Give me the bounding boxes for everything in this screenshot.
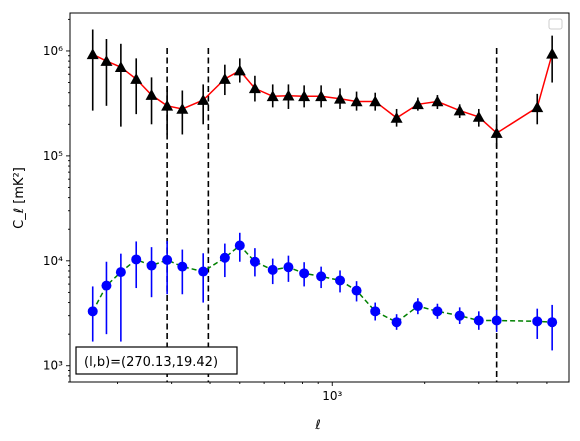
triangle-series-point xyxy=(411,98,424,110)
triangle-series-point xyxy=(453,104,466,116)
annotation-text: (l,b)=(270.13,19.42) xyxy=(84,355,218,370)
circle-series-line xyxy=(92,244,553,324)
circle-series-point xyxy=(316,271,327,282)
triangle-series-point xyxy=(114,61,127,73)
triangle-series-point xyxy=(334,92,347,104)
circle-series-point xyxy=(115,267,126,278)
triangle-series-point xyxy=(369,95,382,107)
y-tick-label: 10³ xyxy=(43,359,63,373)
y-tick-label: 10⁴ xyxy=(43,254,63,268)
circle-series-point xyxy=(391,317,402,328)
triangle-series-point xyxy=(130,73,143,84)
triangle-series-point xyxy=(176,102,189,114)
plot-area xyxy=(86,29,559,382)
triangle-series-point xyxy=(472,110,485,122)
legend-box xyxy=(548,18,563,30)
triangle-series-point xyxy=(298,90,311,102)
x-tick-label: 10³ xyxy=(322,389,342,403)
triangle-series-point xyxy=(431,95,444,107)
circle-series-point xyxy=(177,261,188,272)
circle-series-point xyxy=(532,316,543,327)
circle-series-point xyxy=(473,315,484,326)
triangle-series-point xyxy=(100,55,113,66)
circle-series-point xyxy=(162,254,173,265)
circle-series-point xyxy=(87,306,98,317)
circle-series-point xyxy=(219,252,230,263)
circle-series-point xyxy=(412,301,423,312)
annotation-box: (l,b)=(270.13,19.42) xyxy=(75,346,238,375)
circle-series-point xyxy=(267,264,278,275)
triangle-series-point xyxy=(248,82,261,94)
circle-series-point xyxy=(370,306,381,317)
y-tick-label: 10⁶ xyxy=(43,44,63,58)
y-tick-label: 10⁵ xyxy=(43,149,63,163)
circle-series-point xyxy=(335,275,346,286)
triangle-series-point xyxy=(490,127,503,138)
triangle-series-point xyxy=(218,73,231,84)
triangle-series-point xyxy=(197,94,210,105)
circle-series-point xyxy=(351,285,362,296)
circle-series-point xyxy=(234,240,245,251)
circle-series-point xyxy=(299,268,310,279)
y-axis-label: C_ℓ [mK²] xyxy=(12,167,27,229)
triangle-series-point xyxy=(233,64,246,76)
triangle-series-point xyxy=(546,47,559,59)
plot-frame xyxy=(69,12,570,383)
circle-series-point xyxy=(432,306,443,317)
triangle-series-point xyxy=(86,48,99,60)
triangle-series-point xyxy=(145,89,158,100)
circle-series-point xyxy=(198,266,209,277)
axes: 10³ 10⁴ 10⁵ 10⁶ 10³ xyxy=(43,18,548,403)
triangle-series-point xyxy=(282,89,295,101)
triangle-series-point xyxy=(390,111,403,123)
circle-series-point xyxy=(146,260,157,271)
x-axis-label: ℓ xyxy=(314,418,320,433)
circle-series-point xyxy=(283,262,294,273)
triangle-series-point xyxy=(266,90,279,102)
circle-series-point xyxy=(101,280,112,291)
circle-series-point xyxy=(454,310,465,321)
triangle-series-point xyxy=(315,90,328,102)
triangle-series-point xyxy=(161,99,174,111)
circle-series-point xyxy=(249,256,260,267)
triangle-series-point xyxy=(531,101,544,113)
circle-series-point xyxy=(547,317,558,328)
circle-series-point xyxy=(131,254,142,265)
triangle-series-point xyxy=(350,95,363,107)
circle-series-point xyxy=(491,315,502,326)
